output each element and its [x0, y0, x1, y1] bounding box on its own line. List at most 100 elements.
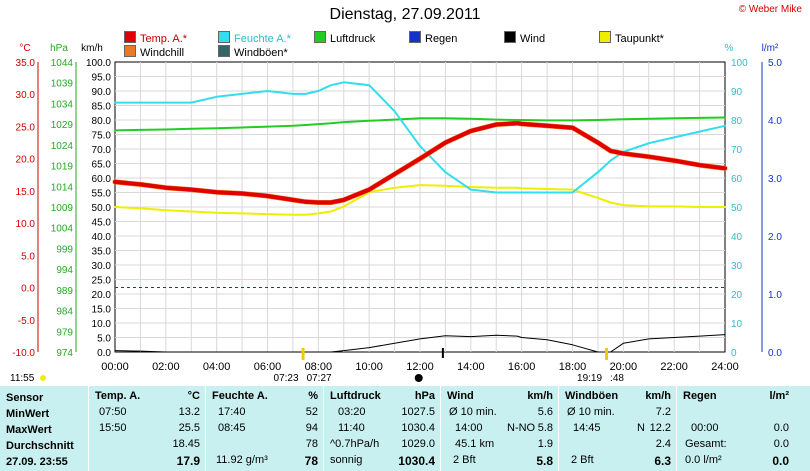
temp-tick-label: 10.0	[16, 219, 36, 230]
pressure-tick-label: 1009	[51, 203, 74, 214]
pressure-tick-label: 1014	[51, 182, 74, 193]
table-date: 27.09. 23:55	[6, 456, 68, 468]
humidity-tick-label: 0	[731, 348, 737, 359]
pressure-tick-label: 1034	[51, 99, 74, 110]
weather-chart: °C hPa km/h% l/m² 35.0 30.0 25.0 20.0 15.0 10.0 5.…	[10, 43, 782, 384]
rain-tick-label: 3.0	[768, 174, 782, 185]
wind-tick-label: 10.0	[92, 319, 112, 330]
pressure-tick-label: 1019	[51, 162, 74, 173]
table-unit-gust: km/h	[645, 390, 671, 402]
table-unit-temp: °C	[187, 390, 200, 402]
humidity-min-time: 17:40	[218, 406, 246, 418]
humidity-abs: 11.92 g/m³	[216, 454, 268, 466]
sunset-marker	[605, 348, 609, 360]
wind-tick-label: 70.0	[92, 145, 112, 156]
legend-item: Feuchte A.*	[218, 31, 291, 45]
pressure-tick-label: 994	[56, 265, 73, 276]
wind-tick-label: 40.0	[92, 232, 112, 243]
rain-axis-unit: l/m²	[762, 43, 779, 54]
table-header-rain: Regen	[683, 390, 717, 402]
wind-tick-label: 95.0	[92, 73, 112, 84]
table-header-pressure: Luftdruck	[330, 390, 381, 402]
x-tick-label: 08:00	[305, 361, 333, 373]
pressure-tick-label: 1029	[51, 120, 74, 131]
humidity-tick-label: 70	[731, 145, 743, 156]
wind-avg: 5.6	[537, 406, 553, 418]
legend-item: Windböen*	[218, 45, 288, 59]
legend-item: Regen	[409, 31, 457, 45]
statistics-table: Sensor MinWert MaxWert Durchschnitt 27.0…	[0, 386, 810, 471]
legend-label: Taupunkt*	[615, 33, 664, 45]
wind-tick-label: 5.0	[97, 334, 111, 345]
legend-label: Temp. A.*	[140, 33, 188, 45]
legend-item: Windchill	[124, 45, 184, 59]
legend-item: Taupunkt*	[599, 31, 664, 45]
legend-label: Windböen*	[234, 47, 288, 59]
legend-label: Luftdruck	[330, 33, 376, 45]
temp-tick-label: -10.0	[12, 348, 35, 359]
table-header-temp: Temp. A.	[95, 390, 141, 402]
legend-swatch	[218, 45, 230, 57]
temp-tick-label: 30.0	[16, 90, 36, 101]
rain-total: 0.0	[773, 438, 789, 450]
wind-tick-label: 80.0	[92, 116, 112, 127]
humidity-max-time: 08:45	[218, 422, 246, 434]
rain-tick-label: 4.0	[768, 116, 782, 127]
pressure-current: 1030.4	[398, 454, 435, 468]
series-line	[114, 81, 726, 194]
row-label-avg: Durchschnitt	[6, 440, 74, 452]
pressure-tick-label: 1044	[51, 58, 74, 69]
temp-min-time: 07:50	[99, 406, 127, 418]
x-tick-label: 24:00	[711, 361, 739, 373]
humidity-tick-label: 80	[731, 116, 743, 127]
gust-max: 12.2	[649, 422, 671, 434]
x-tick-label: 12:00	[406, 361, 434, 373]
humidity-tick-label: 30	[731, 261, 743, 272]
sensor-column: Sensor MinWert MaxWert Durchschnitt 27.0…	[0, 386, 88, 471]
humidity-max: 94	[305, 422, 318, 434]
wind-tick-label: 65.0	[92, 160, 112, 171]
humidity-tick-label: 10	[731, 319, 743, 330]
rain-current: 0.0	[772, 454, 789, 468]
rain-tick-label: 5.0	[768, 58, 782, 69]
wind-tick-label: 85.0	[92, 102, 112, 113]
gust-avg-label: Ø 10 min.	[567, 406, 615, 418]
temp-min: 13.2	[178, 406, 200, 418]
rain-tick-label: 2.0	[768, 232, 782, 243]
wind-tick-label: 0.0	[97, 348, 111, 359]
wind-distance: 45.1 km	[455, 438, 495, 450]
wind-tick-label: 90.0	[92, 87, 112, 98]
temp-axis-unit: °C	[19, 43, 30, 54]
series-line	[113, 121, 727, 205]
pressure-tick-label: 979	[56, 327, 73, 338]
pressure-tick-label: 989	[56, 286, 73, 297]
pressure-tick-label: 1039	[51, 79, 74, 90]
legend-item: Luftdruck	[314, 31, 375, 45]
x-tick-label: 22:00	[660, 361, 688, 373]
wind-tick-label: 45.0	[92, 218, 112, 229]
legend-label: Wind	[520, 33, 546, 45]
wind-max-time: 14:00	[455, 422, 483, 434]
gust-day-avg: 2.4	[655, 438, 671, 450]
noon-label: 07:27	[307, 373, 332, 384]
row-label-max: MaxWert	[6, 424, 52, 436]
wind-tick-label: 50.0	[92, 203, 112, 214]
temp-tick-label: 0.0	[21, 284, 35, 295]
rain-current-label: 0.0 l/m²	[685, 454, 722, 466]
legend-label: Feuchte A.*	[234, 33, 291, 45]
gust-current: 6.3	[654, 454, 671, 468]
gust-bft: 2 Bft	[571, 454, 594, 466]
legend-swatch	[124, 31, 136, 43]
wind-column: Wind km/h Ø 10 min. 5.6 14:00 N-NO 5.8 4…	[440, 386, 559, 471]
humidity-tick-label: 90	[731, 87, 743, 98]
humidity-tick-label: 60	[731, 174, 743, 185]
legend-swatch	[409, 31, 421, 43]
table-unit-humidity: %	[308, 390, 318, 402]
humidity-tick-label: 50	[731, 203, 743, 214]
x-tick-label: 06:00	[254, 361, 282, 373]
copyright-label[interactable]: © Weber Mike	[738, 4, 802, 15]
table-header-sensor: Sensor	[6, 392, 44, 404]
legend-swatch	[218, 31, 230, 43]
rain-total-label: Gesamt:	[685, 438, 727, 450]
humidity-min: 52	[305, 406, 318, 418]
